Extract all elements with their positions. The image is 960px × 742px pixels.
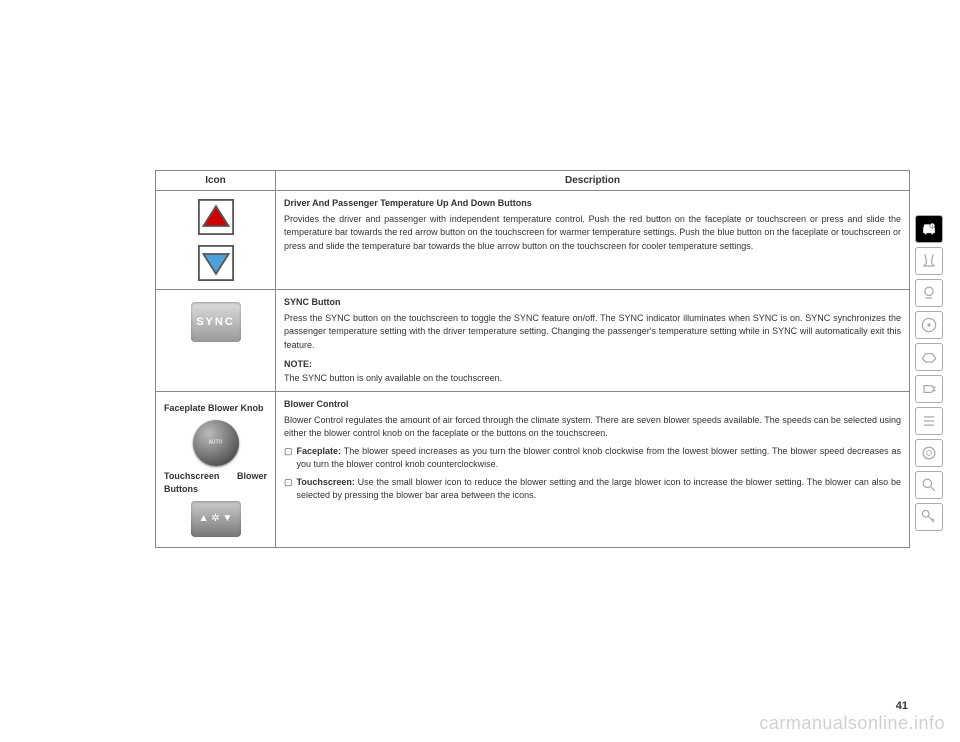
page-number: 41 [896,700,908,712]
header-description: Description [276,171,910,191]
bullet-list: ▢ Faceplate: The blower speed increases … [284,445,901,503]
icon-label-touchscreen: Touchscreen Blower Buttons [164,470,267,497]
seat-icon [919,251,939,271]
bullet-marker-icon: ▢ [284,476,293,503]
tab-vehicle[interactable]: i [915,215,943,243]
desc-title: SYNC Button [284,296,901,310]
note-label: NOTE: [284,358,901,372]
tab-list[interactable] [915,407,943,435]
tab-airbag[interactable] [915,279,943,307]
arrow-down-icon [198,245,234,281]
blower-knob-icon: AUTO [193,420,239,466]
list-item: ▢ Touchscreen: Use the small blower icon… [284,476,901,503]
side-tabs: i [915,215,945,535]
desc-title: Blower Control [284,398,901,412]
arrow-up-icon [198,199,234,235]
table-row: Driver And Passenger Temperature Up And … [156,191,910,290]
tab-tire[interactable] [915,439,943,467]
desc-body: Press the SYNC button on the touchscreen… [284,313,901,350]
note-body: The SYNC button is only available on the… [284,373,502,383]
blower-touch-icon: ▲ ✲ ▼ [191,501,241,537]
search-icon [919,475,939,495]
list-item: ▢ Faceplate: The blower speed increases … [284,445,901,472]
collision-icon [919,347,939,367]
car-icon: i [919,219,939,239]
desc-cell-sync: SYNC Button Press the SYNC button on the… [276,290,910,392]
tab-steering[interactable] [915,311,943,339]
icon-cell-blower: Faceplate Blower Knob AUTO Touchscreen B… [156,392,276,548]
desc-cell-blower: Blower Control Blower Control regulates … [276,392,910,548]
watermark: carmanualsonline.info [759,713,945,734]
controls-table: Icon Description [155,170,910,548]
bullet-text: Use the small blower icon to reduce the … [297,477,901,501]
bullet-bold: Faceplate: [297,446,342,456]
airbag-icon [919,283,939,303]
desc-cell-temp: Driver And Passenger Temperature Up And … [276,191,910,290]
tab-lights[interactable] [915,375,943,403]
icon-label-faceplate: Faceplate Blower Knob [164,402,267,416]
tab-seat[interactable] [915,247,943,275]
table-row: SYNC SYNC Button Press the SYNC button o… [156,290,910,392]
bullet-text: The blower speed increases as you turn t… [297,446,901,470]
bullet-bold: Touchscreen: [297,477,355,487]
steering-icon [919,315,939,335]
tab-key[interactable] [915,503,943,531]
list-icon [919,411,939,431]
icon-cell-temp [156,191,276,290]
key-icon [919,507,939,527]
desc-title: Driver And Passenger Temperature Up And … [284,197,901,211]
desc-body: Provides the driver and passenger with i… [284,214,901,251]
lights-icon [919,379,939,399]
icon-cell-sync: SYNC [156,290,276,392]
tab-search[interactable] [915,471,943,499]
header-icon: Icon [156,171,276,191]
tab-collision[interactable] [915,343,943,371]
desc-body: Blower Control regulates the amount of a… [284,415,901,439]
bullet-marker-icon: ▢ [284,445,293,472]
tire-icon [919,443,939,463]
sync-icon: SYNC [191,302,241,342]
table-row: Faceplate Blower Knob AUTO Touchscreen B… [156,392,910,548]
